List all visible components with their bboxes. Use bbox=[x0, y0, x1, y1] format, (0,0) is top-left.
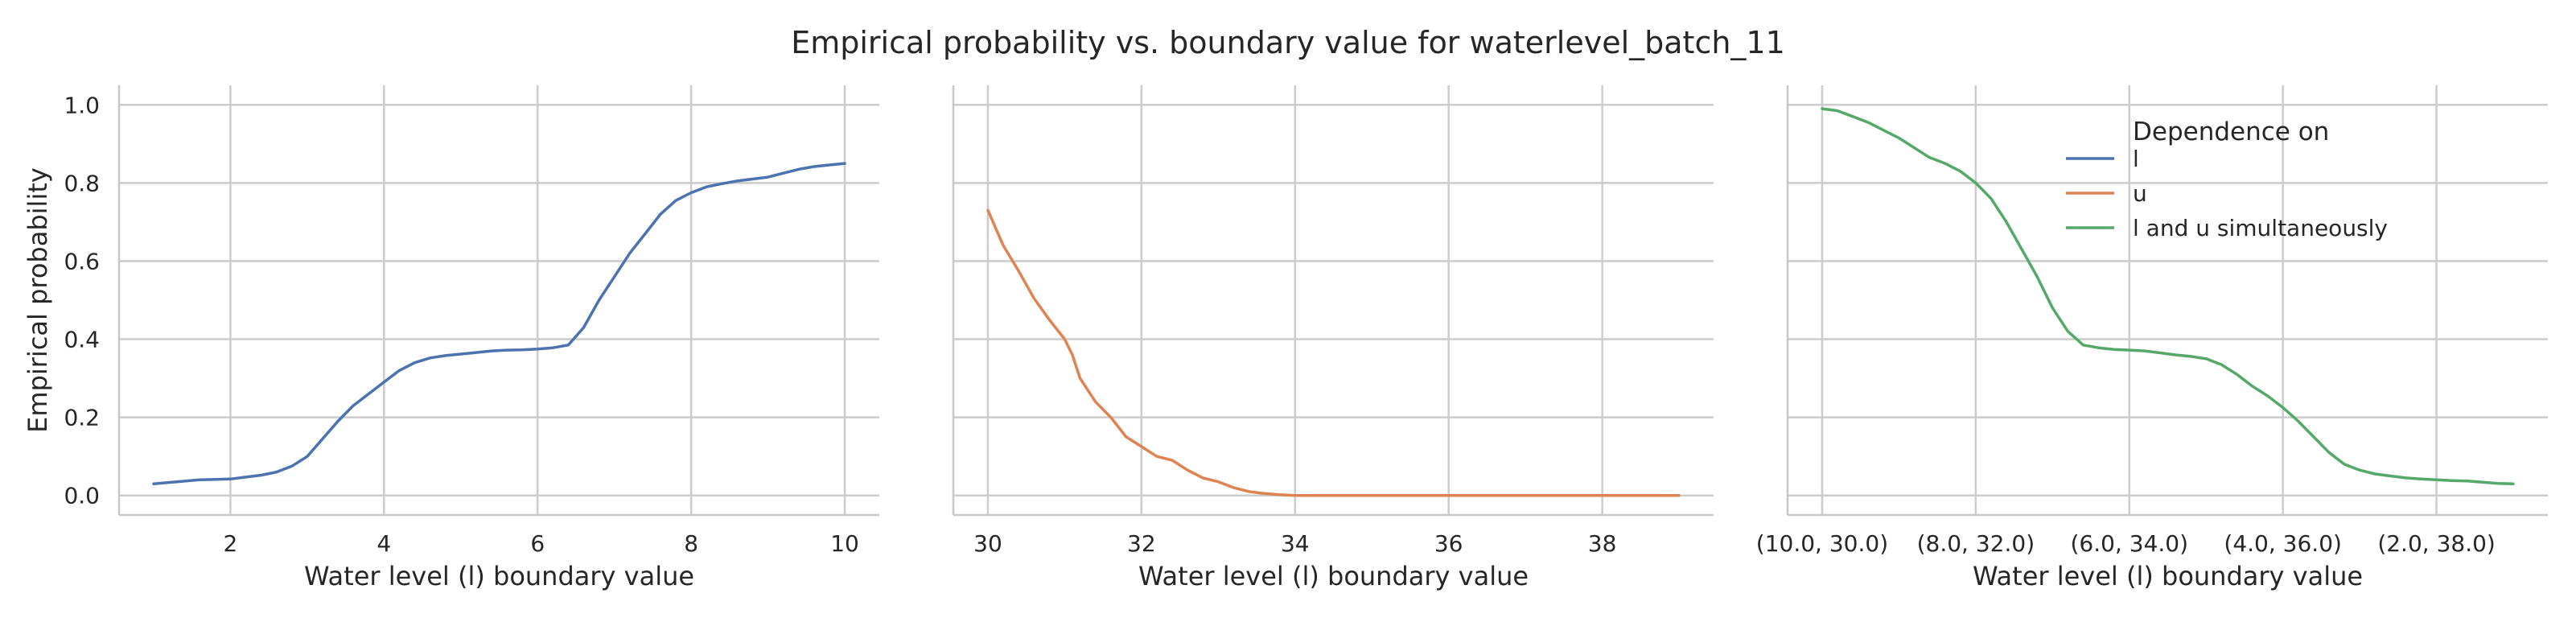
x-tick-label: 4 bbox=[377, 530, 391, 557]
y-tick-label: 0.4 bbox=[64, 327, 100, 353]
x-tick-label: (2.0, 38.0) bbox=[2377, 530, 2496, 557]
x-tick-label: 10 bbox=[830, 530, 859, 557]
legend-entries: lu l and u simultaneously bbox=[2066, 146, 2388, 241]
series-line-3-1 bbox=[1821, 107, 2515, 485]
x-tick-label: 30 bbox=[973, 530, 1002, 557]
x-tick-label: 36 bbox=[1434, 530, 1463, 557]
x-tick-label: (10.0, 30.0) bbox=[1756, 530, 1888, 557]
x-tick-label: (4.0, 36.0) bbox=[2224, 530, 2342, 557]
x-tick-label: (8.0, 32.0) bbox=[1917, 530, 2035, 557]
legend-title: Dependence on bbox=[2133, 117, 2329, 146]
x-axis-label: Water level (l) boundary value bbox=[1138, 561, 1529, 591]
x-tick-label: (6.0, 34.0) bbox=[2071, 530, 2189, 557]
y-tick-label: 0.6 bbox=[64, 248, 100, 274]
legend-label: u bbox=[2133, 180, 2147, 207]
panel-2: 30 32 34 36 38 Water level (l) boundary value bbox=[952, 85, 1714, 591]
x-tick-label: 32 bbox=[1127, 530, 1156, 557]
figure-title: Empirical probability vs. boundary value… bbox=[791, 25, 1785, 60]
y-tick-label: 0.0 bbox=[64, 483, 100, 509]
x-axis-label: Water level (l) boundary value bbox=[1973, 561, 2363, 591]
panels: 2 4 6 8 10 0.0 0.2 0.4 0.6 0.8 1.0 Water level (l) … bbox=[64, 85, 2548, 591]
x-tick-label: 8 bbox=[684, 530, 698, 557]
series-line-1-1 bbox=[152, 162, 846, 485]
y-tick-label: 1.0 bbox=[64, 92, 100, 118]
series-line-2-1 bbox=[986, 208, 1681, 497]
x-tick-label: 6 bbox=[530, 530, 545, 557]
y-tick-label: 0.8 bbox=[64, 170, 100, 196]
legend-label: l and u simultaneously bbox=[2133, 215, 2388, 241]
panel-3: (10.0, 30.0) (8.0, 32.0) (6.0, 34.0) (4.0, … bbox=[1756, 85, 2548, 591]
y-tick-label: 0.2 bbox=[64, 405, 100, 431]
x-axis-label: Water level (l) boundary value bbox=[304, 561, 694, 591]
x-tick-label: 34 bbox=[1281, 530, 1310, 557]
y-axis-label: Empirical probability bbox=[23, 167, 53, 433]
panel-1: 2 4 6 8 10 0.0 0.2 0.4 0.6 0.8 1.0 Water level (l) … bbox=[64, 85, 879, 591]
legend-label: l bbox=[2133, 146, 2139, 172]
x-tick-label: 38 bbox=[1588, 530, 1617, 557]
legend: Dependence on lu l and u simultaneously bbox=[2066, 117, 2388, 241]
x-tick-label: 2 bbox=[223, 530, 237, 557]
